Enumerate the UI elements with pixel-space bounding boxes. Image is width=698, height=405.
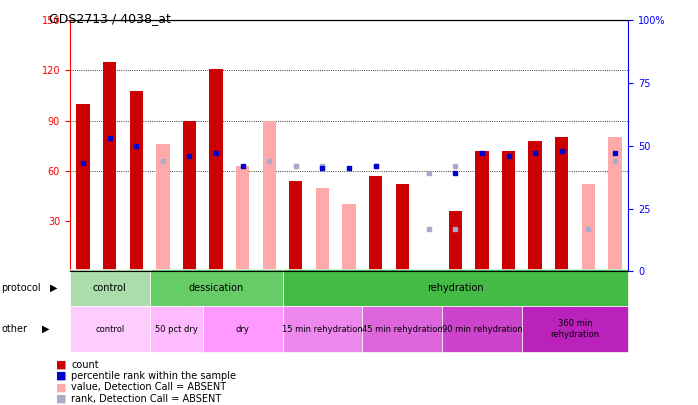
Bar xyxy=(502,151,515,271)
Text: ■: ■ xyxy=(56,382,66,392)
Text: dessication: dessication xyxy=(188,283,244,292)
Bar xyxy=(130,91,143,271)
Text: ▶: ▶ xyxy=(42,324,50,334)
Bar xyxy=(528,141,542,271)
Bar xyxy=(77,104,90,271)
Text: percentile rank within the sample: percentile rank within the sample xyxy=(71,371,236,381)
Bar xyxy=(183,121,196,271)
Text: 90 min rehydration: 90 min rehydration xyxy=(442,324,522,334)
Bar xyxy=(342,205,356,271)
Text: ■: ■ xyxy=(56,360,66,369)
Text: rank, Detection Call = ABSENT: rank, Detection Call = ABSENT xyxy=(71,394,221,403)
Bar xyxy=(362,306,442,352)
Text: other: other xyxy=(1,324,27,334)
Text: 15 min rehydration: 15 min rehydration xyxy=(282,324,363,334)
Text: 50 pct dry: 50 pct dry xyxy=(155,324,198,334)
Text: ▶: ▶ xyxy=(50,283,58,292)
Text: GDS2713 / 4038_at: GDS2713 / 4038_at xyxy=(49,12,171,25)
Bar xyxy=(262,121,276,271)
Bar xyxy=(149,306,202,352)
Bar xyxy=(283,306,362,352)
Bar xyxy=(315,188,329,271)
Bar xyxy=(581,184,595,271)
Bar xyxy=(608,137,621,271)
Text: count: count xyxy=(71,360,99,369)
Bar xyxy=(396,184,409,271)
Text: 360 min
rehydration: 360 min rehydration xyxy=(551,320,600,339)
Bar xyxy=(70,306,149,352)
Bar xyxy=(156,144,170,271)
Text: control: control xyxy=(93,283,126,292)
Text: value, Detection Call = ABSENT: value, Detection Call = ABSENT xyxy=(71,382,226,392)
Bar xyxy=(149,269,283,306)
Bar xyxy=(369,176,383,271)
Bar xyxy=(202,306,283,352)
Text: 45 min rehydration: 45 min rehydration xyxy=(362,324,443,334)
Bar xyxy=(103,62,117,271)
Bar xyxy=(522,306,628,352)
Text: control: control xyxy=(95,324,124,334)
Bar xyxy=(442,306,522,352)
Bar xyxy=(475,151,489,271)
Bar xyxy=(449,211,462,271)
Bar xyxy=(236,166,249,271)
Bar xyxy=(283,269,628,306)
Text: rehydration: rehydration xyxy=(427,283,484,292)
Bar xyxy=(555,137,568,271)
Bar xyxy=(70,269,149,306)
Bar xyxy=(289,181,302,271)
Text: protocol: protocol xyxy=(1,283,41,292)
Text: ■: ■ xyxy=(56,371,66,381)
Text: ■: ■ xyxy=(56,394,66,403)
Text: dry: dry xyxy=(236,324,250,334)
Bar xyxy=(209,69,223,271)
